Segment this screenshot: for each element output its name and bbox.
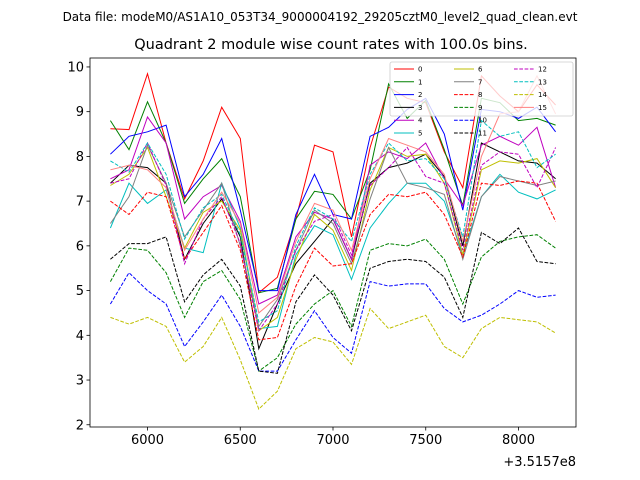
y-tick-label: 8	[76, 150, 84, 165]
series-line-6	[110, 146, 557, 332]
legend-label-2: 2	[418, 91, 422, 99]
series-layer	[109, 71, 557, 410]
chart-title: Quadrant 2 module wise count rates with …	[134, 37, 528, 53]
series-line-8	[110, 180, 557, 341]
legend-label-9: 9	[478, 104, 482, 112]
legend-label-3: 3	[418, 104, 422, 112]
y-tick-label: 5	[76, 284, 84, 299]
legend-label-6: 6	[478, 66, 483, 74]
series-line-12	[110, 141, 557, 333]
legend-label-5: 5	[418, 130, 422, 138]
legend-label-12: 12	[538, 66, 547, 74]
x-tick-label: 7500	[409, 433, 442, 448]
legend-label-13: 13	[538, 78, 547, 86]
legend-label-10: 10	[478, 117, 487, 125]
y-tick-label: 9	[76, 105, 84, 120]
legend-label-14: 14	[538, 91, 547, 99]
series-line-10	[109, 271, 556, 372]
y-tick-label: 6	[76, 239, 84, 254]
legend-label-8: 8	[478, 91, 482, 99]
series-line-14	[110, 307, 556, 410]
x-tick-label: 7000	[316, 433, 349, 448]
legend-label-7: 7	[478, 78, 482, 86]
x-tick-label: 8000	[502, 433, 535, 448]
series-line-3	[110, 142, 556, 351]
series-line-15	[110, 74, 557, 314]
legend-label-0: 0	[418, 66, 422, 74]
series-line-5	[109, 173, 556, 330]
legend-label-1: 1	[418, 78, 422, 86]
legend-label-11: 11	[478, 130, 487, 138]
x-tick-label: 6500	[224, 433, 257, 448]
series-line-13	[110, 119, 556, 323]
legend-box	[389, 61, 574, 117]
y-tick-label: 3	[76, 374, 84, 389]
legend-label-4: 4	[418, 117, 423, 125]
legend-label-15: 15	[538, 104, 547, 112]
y-tick-label: 2	[76, 418, 84, 433]
series-line-11	[110, 227, 556, 374]
y-tick-label: 4	[76, 329, 84, 344]
chart-suptitle: Data file: modeM0/AS1A10_053T34_90000041…	[63, 10, 578, 24]
y-tick-label: 10	[67, 60, 84, 75]
y-tick-label: 7	[76, 195, 84, 210]
series-line-9	[109, 234, 556, 372]
x-tick-label: 6000	[131, 433, 164, 448]
series-line-7	[109, 143, 556, 328]
x-offset-label: +3.5157e8	[503, 455, 576, 470]
